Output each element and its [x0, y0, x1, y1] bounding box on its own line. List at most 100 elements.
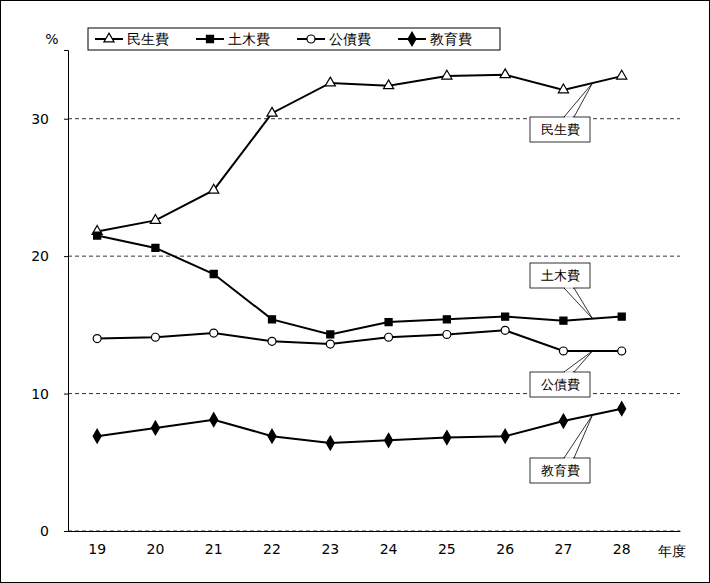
chart-border — [1, 1, 710, 583]
x-tick: 24 — [380, 531, 398, 557]
legend-marker — [104, 33, 114, 42]
callout-label: 民生費 — [541, 122, 580, 137]
y-axis: 0 10 20 30 — [31, 51, 68, 539]
x-tick-label: 20 — [147, 541, 165, 557]
series-marker — [443, 431, 451, 445]
y-tick-mark — [64, 119, 68, 120]
y-axis-line — [64, 51, 69, 532]
series-marker — [326, 340, 334, 348]
series-marker — [210, 329, 218, 337]
series-marker — [501, 326, 509, 334]
series-line — [97, 330, 622, 351]
series-marker — [443, 330, 451, 338]
x-tick: 25 — [438, 531, 456, 557]
x-tick: 20 — [147, 531, 165, 557]
series-marker — [327, 331, 334, 338]
callout-box — [530, 117, 590, 142]
x-tick-label: 19 — [88, 541, 106, 557]
y-tick: 30 — [31, 111, 68, 127]
x-tick: 26 — [496, 531, 514, 557]
series-marker — [559, 414, 567, 428]
series-marker — [383, 80, 393, 89]
callout-joint — [565, 371, 573, 373]
callout-joint — [565, 457, 573, 459]
callout-joint — [565, 287, 573, 289]
series-marker — [500, 69, 510, 78]
callout-box — [530, 372, 590, 397]
x-tick-label: 25 — [438, 541, 456, 557]
series-line — [97, 409, 622, 443]
legend-label: 公債費 — [329, 31, 371, 47]
series-marker — [268, 337, 276, 345]
series-marker — [560, 317, 567, 324]
callout-pointer — [564, 351, 593, 372]
callout-label: 土木費 — [541, 268, 580, 283]
legend-marker — [307, 35, 315, 43]
series-marker — [442, 70, 452, 79]
series-marker — [151, 333, 159, 341]
series-marker — [93, 429, 101, 443]
callout-label: 公債費 — [541, 377, 580, 392]
legend-box — [88, 28, 500, 50]
callout-label: 教育費 — [541, 463, 580, 478]
y-tick-label: 20 — [31, 248, 49, 264]
series-marker — [268, 316, 275, 323]
series-line — [97, 75, 622, 232]
series-marker — [618, 347, 626, 355]
callout-pointer — [564, 83, 593, 117]
chart-container: 010203019202122232425262728%年度民生費土木費公債費教… — [0, 0, 710, 583]
y-tick: 0 — [40, 523, 68, 539]
series-marker — [502, 313, 509, 320]
legend-label: 教育費 — [430, 31, 472, 47]
legend-marker — [408, 32, 416, 46]
series-marker — [501, 429, 509, 443]
y-tick-mark — [64, 394, 68, 395]
legend-label: 民生費 — [127, 31, 169, 47]
series-marker — [558, 84, 568, 93]
x-axis: 19202122232425262728 — [69, 531, 681, 557]
series-marker — [151, 421, 159, 435]
series-marker — [267, 107, 277, 116]
series-marker — [210, 270, 217, 277]
series-marker — [150, 215, 160, 224]
series — [93, 402, 626, 450]
grid-line — [68, 531, 680, 532]
series-marker — [385, 319, 392, 326]
x-tick: 23 — [321, 531, 339, 557]
series-marker — [617, 70, 627, 79]
x-tick-label: 23 — [321, 541, 339, 557]
x-axis-line — [69, 531, 681, 532]
callout-pointer — [564, 288, 593, 319]
series-marker — [325, 77, 335, 86]
callouts: 民生費土木費公債費教育費 — [530, 83, 593, 483]
grid-line — [68, 256, 680, 257]
series-marker — [326, 436, 334, 450]
legend: 民生費 土木費 公債費 教育費 — [88, 28, 500, 50]
plot-area — [92, 69, 627, 450]
legend-label: 土木費 — [228, 31, 270, 47]
series-marker — [210, 413, 218, 427]
legend-marker — [206, 35, 213, 42]
y-tick-mark — [64, 256, 68, 257]
series-marker — [443, 316, 450, 323]
x-tick: 22 — [263, 531, 281, 557]
series-marker — [152, 244, 159, 251]
callout-pointer — [564, 415, 593, 458]
callout-box — [530, 263, 590, 288]
series — [94, 232, 626, 338]
x-tick: 27 — [555, 531, 573, 557]
chart-svg: 010203019202122232425262728%年度民生費土木費公債費教… — [0, 0, 710, 583]
x-tick-label: 22 — [263, 541, 281, 557]
x-tick: 21 — [205, 531, 223, 557]
x-axis-label: 年度 — [658, 543, 686, 559]
grid — [68, 119, 680, 531]
y-tick-label: 10 — [31, 386, 49, 402]
series-marker — [385, 433, 393, 447]
y-tick-mark — [64, 531, 68, 532]
series — [93, 326, 626, 355]
y-tick: 10 — [31, 386, 68, 402]
x-tick-label: 24 — [380, 541, 398, 557]
x-tick-label: 26 — [496, 541, 514, 557]
series-marker — [209, 184, 219, 193]
callout-joint — [565, 116, 573, 118]
